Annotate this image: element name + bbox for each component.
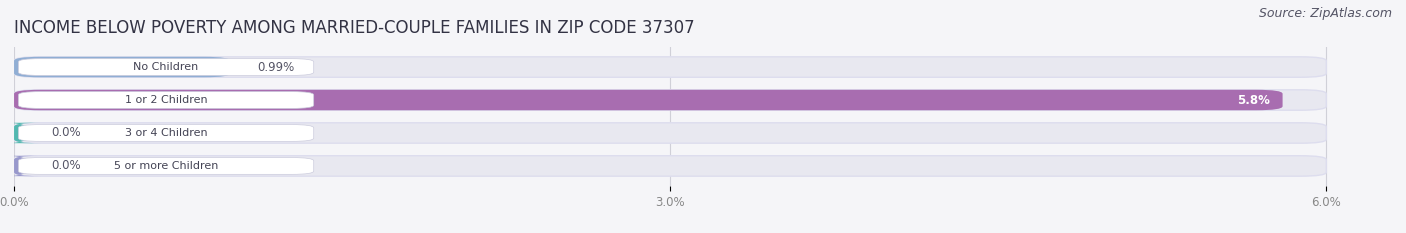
FancyBboxPatch shape bbox=[14, 57, 231, 77]
Text: No Children: No Children bbox=[134, 62, 198, 72]
FancyBboxPatch shape bbox=[0, 123, 41, 143]
FancyBboxPatch shape bbox=[14, 90, 1326, 110]
FancyBboxPatch shape bbox=[18, 59, 314, 75]
FancyBboxPatch shape bbox=[18, 92, 314, 108]
Text: 3 or 4 Children: 3 or 4 Children bbox=[125, 128, 207, 138]
FancyBboxPatch shape bbox=[14, 57, 1326, 77]
FancyBboxPatch shape bbox=[14, 90, 1282, 110]
FancyBboxPatch shape bbox=[18, 158, 314, 174]
FancyBboxPatch shape bbox=[14, 123, 1326, 143]
Text: 5.8%: 5.8% bbox=[1237, 93, 1270, 106]
FancyBboxPatch shape bbox=[18, 125, 314, 141]
Text: INCOME BELOW POVERTY AMONG MARRIED-COUPLE FAMILIES IN ZIP CODE 37307: INCOME BELOW POVERTY AMONG MARRIED-COUPL… bbox=[14, 19, 695, 37]
Text: 5 or more Children: 5 or more Children bbox=[114, 161, 218, 171]
Text: 0.0%: 0.0% bbox=[51, 127, 82, 140]
Text: Source: ZipAtlas.com: Source: ZipAtlas.com bbox=[1258, 7, 1392, 20]
FancyBboxPatch shape bbox=[14, 156, 1326, 176]
Text: 0.99%: 0.99% bbox=[257, 61, 294, 74]
Text: 0.0%: 0.0% bbox=[51, 159, 82, 172]
FancyBboxPatch shape bbox=[0, 156, 41, 176]
Text: 1 or 2 Children: 1 or 2 Children bbox=[125, 95, 207, 105]
